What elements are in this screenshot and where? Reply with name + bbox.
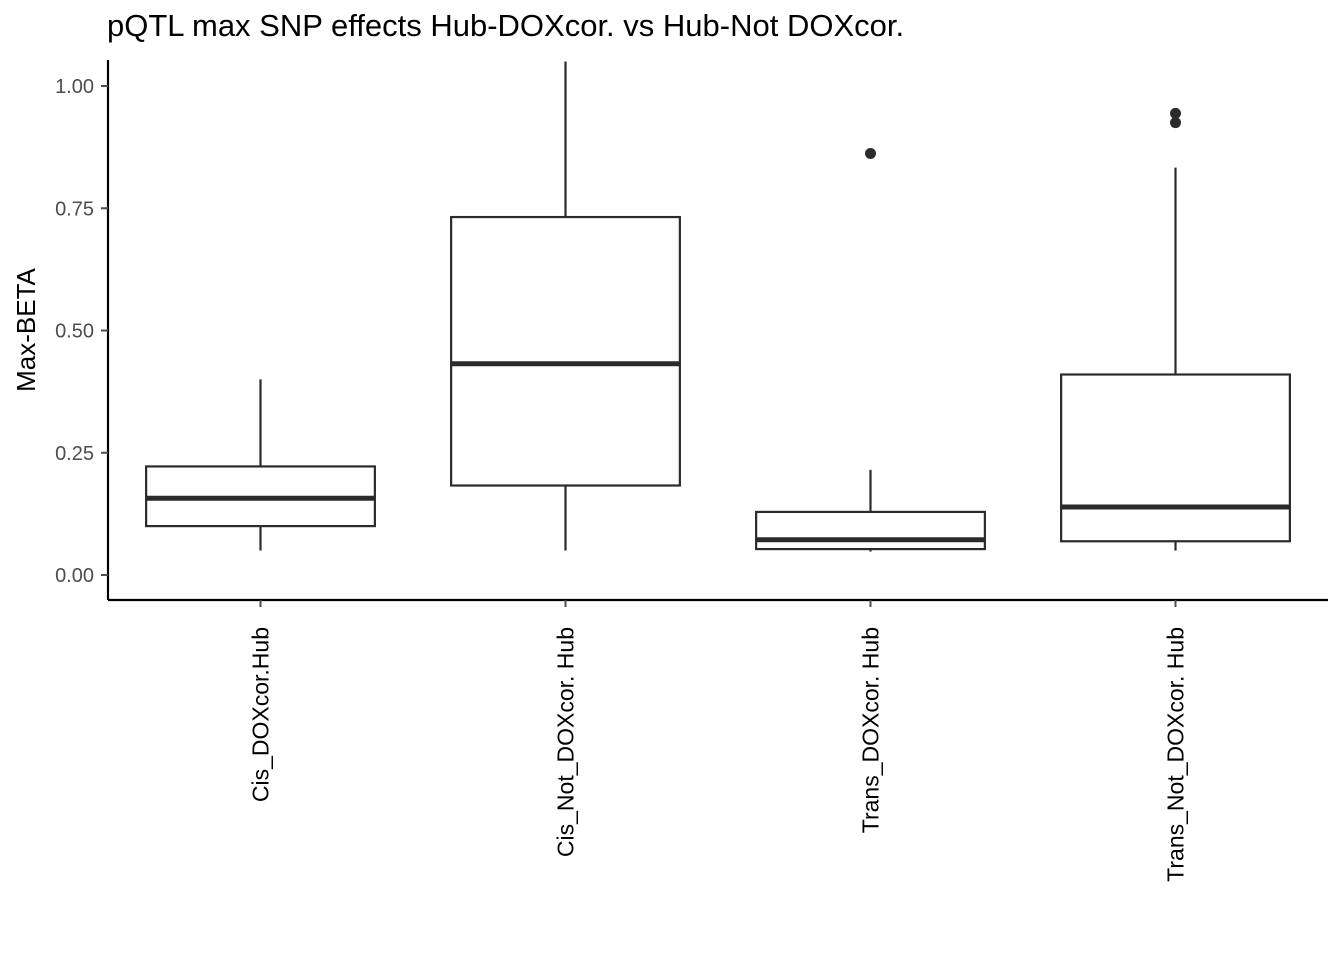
- box-iqr: [755, 510, 986, 551]
- x-tick-label: Trans_Not_DOXcor. Hub: [1163, 627, 1189, 882]
- x-tick-label: Trans_DOXcor. Hub: [858, 627, 884, 833]
- outlier-point: [1170, 107, 1181, 119]
- x-tick-label: Cis_DOXcor.Hub: [248, 627, 274, 802]
- outlier-point: [865, 147, 876, 159]
- box-iqr: [450, 215, 681, 487]
- x-tick-label: Cis_Not_DOXcor. Hub: [553, 627, 579, 857]
- y-tick-label: 0.50: [55, 321, 94, 343]
- y-tick-label: 0.75: [55, 198, 94, 220]
- outlier-point: [1170, 117, 1181, 129]
- y-tick-label: 1.00: [55, 76, 94, 98]
- y-tick-label: 0.00: [55, 565, 94, 587]
- y-axis-title: Max-BETA: [11, 267, 41, 391]
- box-iqr: [1060, 373, 1291, 543]
- boxes-group: [145, 61, 1291, 552]
- y-tick-label: 0.25: [55, 443, 94, 465]
- chart-title: pQTL max SNP effects Hub-DOXcor. vs Hub-…: [107, 8, 905, 43]
